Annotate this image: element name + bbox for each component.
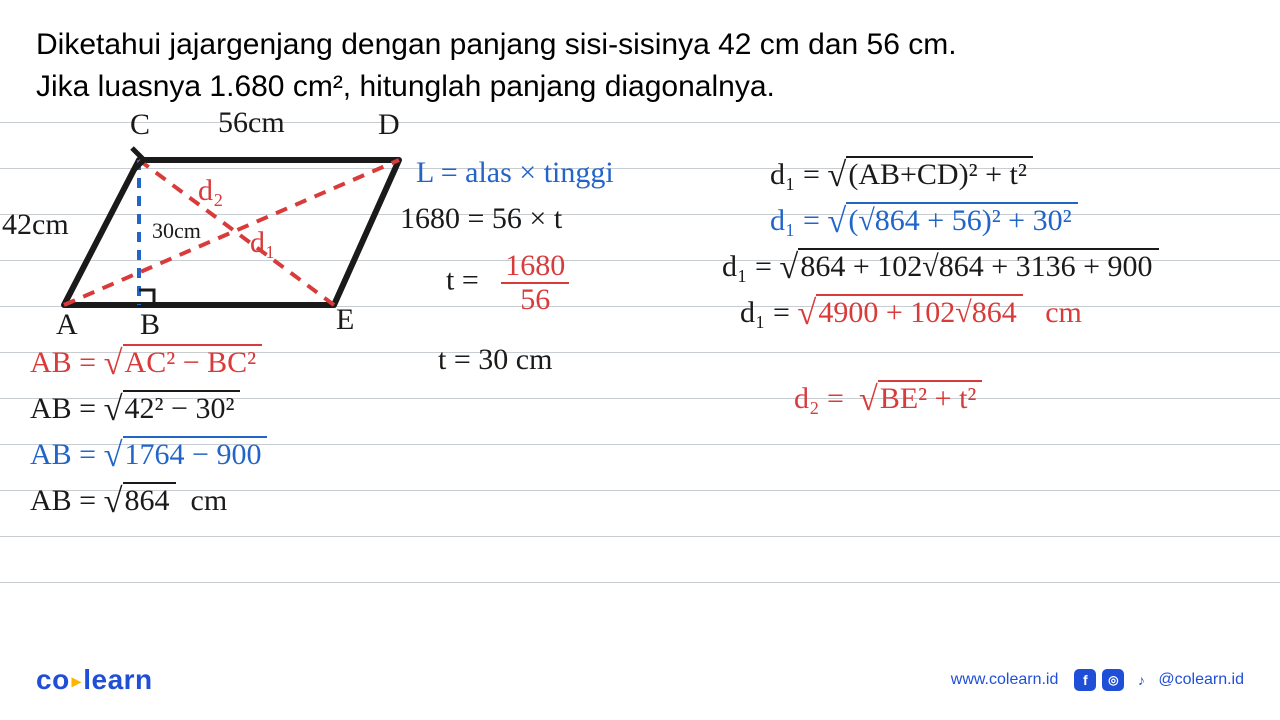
- d1-line-1: d₁ = √(AB+CD)² + t²: [770, 156, 1033, 192]
- ab2-lhs: AB =: [30, 392, 96, 425]
- ab1-sqrt: √AC² − BC²: [104, 344, 263, 379]
- d1l1-sqrt: √(AB+CD)² + t²: [827, 156, 1032, 191]
- area-t-result: t = 30 cm: [438, 343, 552, 377]
- logo-dot: ▸: [70, 671, 84, 691]
- ab-line-2: AB = √42² − 30²: [30, 390, 240, 426]
- frac-den: 56: [516, 284, 554, 316]
- notebook-area: C D A B E 56cm 42cm 30cm d₁ d₂ L = alas …: [0, 118, 1280, 618]
- ab-line-1: AB = √AC² − BC²: [30, 344, 262, 380]
- d1l3-sqrt: √864 + 102√864 + 3136 + 900: [779, 248, 1158, 283]
- problem-line-1: Diketahui jajargenjang dengan panjang si…: [36, 24, 1244, 66]
- facebook-icon: f: [1074, 669, 1096, 691]
- logo-learn: learn: [83, 664, 152, 695]
- vertex-d: D: [378, 108, 400, 142]
- problem-line-2: Jika luasnya 1.680 cm², hitunglah panjan…: [36, 66, 1244, 108]
- label-left-side: 42cm: [2, 208, 69, 242]
- d1l1-lhs: d₁ =: [770, 158, 820, 191]
- d2-sqrt: √BE² + t²: [859, 380, 983, 415]
- ab3-sqrt: √1764 − 900: [104, 436, 268, 471]
- d2-line: d₂ = √BE² + t²: [794, 380, 982, 416]
- ab-line-4: AB = √864 cm: [30, 482, 227, 518]
- tiktok-icon: ♪: [1130, 669, 1152, 691]
- brand-logo: co▸learn: [36, 664, 153, 696]
- area-fraction: 1680 56: [501, 250, 569, 315]
- problem-statement: Diketahui jajargenjang dengan panjang si…: [0, 0, 1280, 118]
- ab4-sqrt: √864: [104, 482, 176, 517]
- social-handle: @colearn.id: [1158, 671, 1244, 689]
- area-eq-1: L = alas × tinggi: [416, 156, 614, 190]
- area-eq-2: 1680 = 56 × t: [400, 202, 562, 236]
- d1l3-lhs: d₁ =: [722, 250, 772, 283]
- d1-line-4: d₁ = √4900 + 102√864 cm: [740, 294, 1082, 330]
- ab-line-3: AB = √1764 − 900: [30, 436, 267, 472]
- d1-line-2: d₁ = √(√864 + 56)² + 30²: [770, 202, 1078, 238]
- label-height: 30cm: [152, 218, 201, 244]
- ab4-lhs: AB =: [30, 484, 96, 517]
- d1l2-lhs: d₁ =: [770, 204, 820, 237]
- footer-url: www.colearn.id: [951, 671, 1059, 689]
- instagram-icon: ◎: [1102, 669, 1124, 691]
- ab4-unit: cm: [191, 484, 228, 517]
- vertex-b: B: [140, 308, 160, 342]
- area-t-eq: t = 1680 56: [446, 250, 569, 315]
- label-d2: d₂: [198, 174, 223, 208]
- footer-right: www.colearn.id f ◎ ♪ @colearn.id: [951, 669, 1244, 691]
- t-equals: t =: [446, 263, 479, 296]
- logo-co: co: [36, 664, 70, 695]
- vertex-e: E: [336, 303, 354, 337]
- d2-lhs: d₂ =: [794, 382, 844, 415]
- vertex-a: A: [56, 308, 78, 342]
- label-d1: d₁: [250, 226, 275, 260]
- ab1-lhs: AB =: [30, 346, 96, 379]
- footer: co▸learn www.colearn.id f ◎ ♪ @colearn.i…: [36, 664, 1244, 696]
- label-top-side: 56cm: [218, 106, 285, 140]
- d1l4-lhs: d₁ =: [740, 296, 790, 329]
- d1l4-unit: cm: [1045, 296, 1082, 329]
- d1l2-sqrt: √(√864 + 56)² + 30²: [827, 202, 1077, 237]
- d1-line-3: d₁ = √864 + 102√864 + 3136 + 900: [722, 248, 1159, 284]
- ab3-lhs: AB =: [30, 438, 96, 471]
- vertex-c: C: [130, 108, 150, 142]
- d1l4-sqrt: √4900 + 102√864: [797, 294, 1022, 329]
- frac-num: 1680: [501, 250, 569, 284]
- social-icons: f ◎ ♪ @colearn.id: [1074, 669, 1244, 691]
- ab2-sqrt: √42² − 30²: [104, 390, 241, 425]
